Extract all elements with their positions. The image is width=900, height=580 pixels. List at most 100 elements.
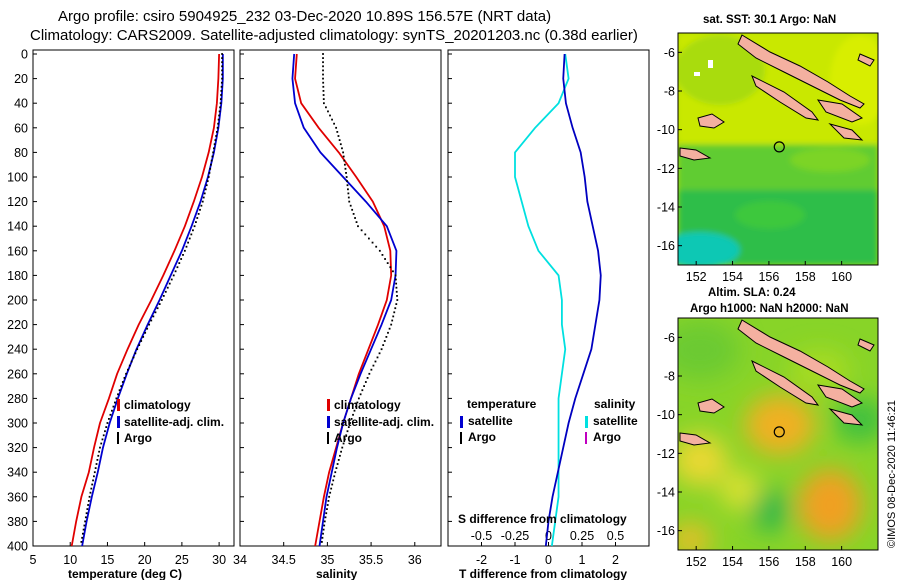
legend-label-t-satellite: satellite [468, 414, 513, 428]
argo-point [94, 467, 97, 469]
argo-point [349, 422, 352, 424]
x-tick-label: -1 [509, 553, 520, 567]
x-tick-label: 20 [138, 553, 152, 567]
temperature-x-label: temperature (deg C) [68, 567, 182, 580]
argo-point [87, 504, 89, 506]
argo-point [200, 204, 203, 207]
argo-point [130, 360, 133, 363]
argo-point [322, 69, 324, 72]
lat-tick-label: -6 [664, 331, 675, 345]
sst-map-title: sat. SST: 30.1 Argo: NaN [703, 14, 836, 26]
argo-point [86, 508, 89, 510]
argo-point [221, 69, 223, 72]
lon-tick-label: 156 [758, 555, 779, 569]
argo-point [327, 110, 329, 113]
sla-map-title-line2: Argo h1000: NaN h2000: NaN [690, 303, 849, 315]
climatology-line [70, 53, 221, 547]
argo-point [322, 53, 324, 55]
argo-point [109, 413, 112, 416]
argo-point [322, 98, 325, 100]
lat-tick-label: -16 [657, 239, 675, 253]
argo-point [93, 471, 96, 474]
argo-point [85, 512, 88, 515]
satellite-adj-clim-line [81, 54, 224, 547]
depth-tick-label: 360 [7, 490, 28, 504]
argo-point [192, 229, 194, 232]
s-difference-line [544, 53, 602, 547]
s-tick-label: 0.25 [570, 529, 594, 543]
argo-point [322, 90, 325, 92]
lat-tick-label: -14 [657, 201, 675, 215]
argo-point [206, 180, 209, 182]
argo-point [134, 352, 137, 355]
argo-point [381, 254, 384, 256]
argo-point [372, 364, 375, 367]
x-tick-label: 34 [233, 553, 247, 567]
argo-point [113, 401, 116, 404]
x-tick-label: -2 [476, 553, 487, 567]
figure-title-line2: Climatology: CARS2009. Satellite-adjuste… [30, 27, 638, 44]
argo-point [320, 541, 323, 543]
argo-point [374, 360, 377, 363]
argo-point [395, 290, 398, 293]
argo-point [144, 331, 147, 334]
difference-panel: -2 -1 0 1 2 -0.5 -0.25 0 0.25 0.5 T difference f… [447, 49, 650, 580]
argo-point [166, 286, 169, 289]
argo-point [218, 110, 221, 113]
depth-tick-label: 340 [7, 466, 28, 480]
argo-point [325, 512, 328, 515]
t-difference-x-ticks: -2 -1 0 1 2 [476, 542, 619, 567]
argo-point [331, 118, 333, 121]
argo-point [217, 122, 220, 125]
argo-point [334, 471, 337, 474]
argo-point [185, 245, 188, 248]
sla-lat-ticks: -6 -8 -10 -12 -14 -16 [657, 331, 682, 538]
legend-label-argo: Argo [334, 431, 362, 445]
argo-point [91, 483, 94, 486]
depth-tick-label: 280 [7, 392, 28, 406]
argo-point [136, 348, 139, 351]
argo-point [354, 217, 356, 219]
argo-point [359, 393, 362, 396]
argo-point [325, 106, 327, 109]
argo-point [82, 528, 85, 531]
argo-point [345, 434, 348, 437]
argo-point [197, 213, 200, 215]
lon-tick-label: 160 [831, 555, 852, 569]
argo-point [217, 118, 220, 121]
argo-point [341, 446, 344, 449]
argo-point [329, 491, 332, 494]
depth-tick-label: 300 [7, 417, 28, 431]
argo-point [355, 221, 358, 223]
lon-tick-label: 154 [722, 270, 743, 284]
argo-point [357, 225, 359, 228]
depth-tick-labels: 0 20 40 60 80 100 120 140 160 180 200 220 240 260 280 3… [7, 48, 28, 554]
lat-tick-label: -8 [664, 85, 675, 99]
argo-point [342, 442, 345, 445]
argo-point [162, 295, 165, 297]
argo-point [98, 450, 101, 453]
argo-point [187, 241, 189, 244]
argo-point [152, 315, 155, 318]
argo-point [150, 319, 153, 322]
argo-point [357, 397, 360, 400]
argo-point [213, 143, 216, 146]
argo-point [92, 479, 94, 482]
argo-point [221, 61, 223, 64]
argo-point [339, 143, 342, 146]
argo-point [160, 299, 163, 301]
argo-point [180, 258, 183, 260]
argo-point [331, 483, 334, 486]
argo-point [380, 348, 383, 351]
argo-point [81, 536, 84, 539]
argo-point [350, 418, 353, 420]
argo-point [343, 438, 346, 441]
satellite-adj-clim-line [291, 53, 398, 547]
depth-tick-label: 140 [7, 220, 28, 234]
argo-point [80, 541, 83, 543]
argo-point [349, 204, 352, 207]
legend-label-satellite: satellite-adj. clim. [124, 415, 224, 429]
legend-label-climatology: climatology [334, 398, 401, 412]
lon-tick-label: 156 [758, 270, 779, 284]
x-tick-label: 15 [100, 553, 114, 567]
